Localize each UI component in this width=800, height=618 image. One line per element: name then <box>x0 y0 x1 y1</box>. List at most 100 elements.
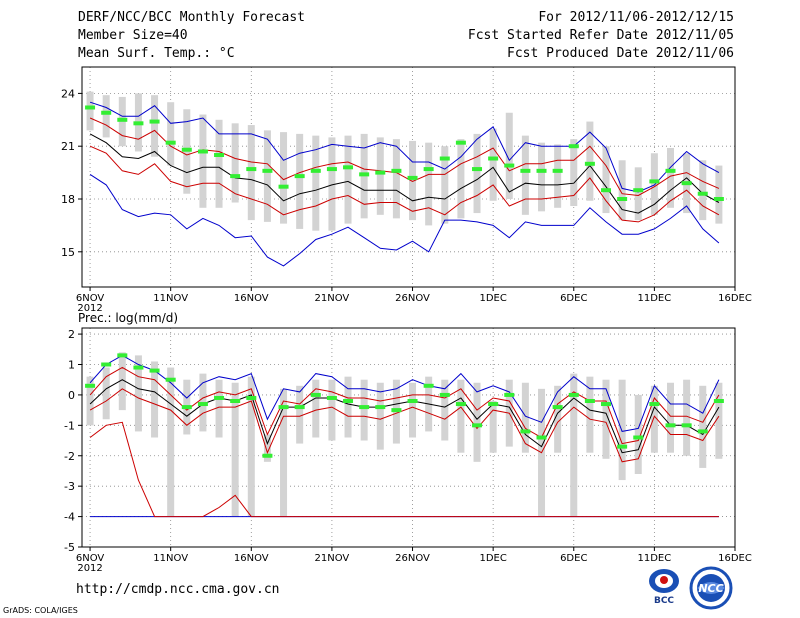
spread-bar-1-33 <box>618 379 626 481</box>
marker-1-17 <box>359 405 370 410</box>
spread-bar-0-31 <box>586 121 594 201</box>
spread-bar-0-15 <box>328 137 336 231</box>
x-tick-label-1-4: 26NOV <box>395 553 430 564</box>
x-tick-label-1-5: 1DEC <box>479 553 506 564</box>
marker-0-13 <box>294 174 305 179</box>
marker-0-17 <box>359 172 370 177</box>
marker-0-8 <box>214 153 225 157</box>
marker-1-19 <box>391 408 402 413</box>
marker-0-7 <box>197 149 208 154</box>
spread-bar-1-20 <box>409 382 417 438</box>
spread-bar-1-29 <box>554 385 562 453</box>
spread-bar-1-24 <box>473 382 481 462</box>
spread-bar-0-5 <box>167 102 175 166</box>
marker-0-27 <box>520 168 531 173</box>
spread-bar-0-19 <box>392 139 400 219</box>
spread-bar-0-23 <box>457 139 465 219</box>
spread-bar-1-14 <box>312 379 320 438</box>
x-tick-label-0-1: 11NOV <box>153 293 188 304</box>
y-tick-label-1-4: -1 <box>64 419 75 432</box>
marker-0-31 <box>584 161 595 166</box>
spread-bar-0-7 <box>199 114 207 208</box>
spread-bar-0-35 <box>650 153 658 215</box>
marker-1-14 <box>310 392 321 397</box>
marker-1-3 <box>133 365 144 370</box>
marker-0-1 <box>101 110 112 115</box>
y-tick-label-1-7: 2 <box>68 328 75 341</box>
series-inner-bottom-0 <box>89 145 720 223</box>
spread-bar-1-18 <box>376 382 384 450</box>
spread-bar-1-0 <box>86 376 94 426</box>
spread-bar-1-3 <box>134 355 142 432</box>
marker-0-30 <box>568 144 579 149</box>
marker-0-22 <box>439 156 450 161</box>
marker-0-20 <box>407 175 418 180</box>
marker-0-18 <box>375 170 386 175</box>
marker-1-11 <box>262 453 273 458</box>
spread-bar-1-25 <box>489 401 497 453</box>
marker-0-3 <box>133 121 144 126</box>
footer-url[interactable]: http://cmdp.ncc.cma.gov.cn <box>76 582 280 597</box>
y-tick-label-0-1: 18 <box>61 193 75 206</box>
spread-bar-0-22 <box>441 146 449 224</box>
marker-0-0 <box>85 105 96 110</box>
spread-bar-1-22 <box>441 379 449 441</box>
marker-1-32 <box>601 402 612 407</box>
member-size: Member Size=40 <box>78 28 188 43</box>
marker-0-34 <box>633 188 644 193</box>
marker-0-28 <box>536 168 547 173</box>
y-tick-label-1-1: -4 <box>64 511 75 524</box>
y-tick-label-1-5: 0 <box>68 389 75 402</box>
plot-frame-1 <box>81 327 736 548</box>
marker-0-36 <box>665 168 676 173</box>
spread-bar-0-0 <box>86 91 94 131</box>
x-tick-label-0-2: 16NOV <box>234 293 269 304</box>
plot-frame-0 <box>81 66 736 288</box>
spread-bar-1-15 <box>328 379 336 441</box>
series-inner-top-0 <box>89 117 720 197</box>
marker-1-34 <box>633 435 644 440</box>
marker-1-5 <box>165 377 176 382</box>
marker-1-23 <box>455 402 466 407</box>
y-tick-label-1-3: -2 <box>64 450 75 463</box>
spread-bar-1-23 <box>457 379 465 453</box>
marker-1-2 <box>117 353 128 358</box>
spread-bar-0-11 <box>263 130 271 222</box>
marker-1-39 <box>713 399 724 403</box>
x-tick-label-0-6: 6DEC <box>560 293 587 304</box>
series-outer-bottom-1 <box>89 421 719 518</box>
x-tick-label-1-2: 16NOV <box>234 553 269 564</box>
grads-credit: GrADS: COLA/IGES <box>3 606 78 615</box>
marker-0-6 <box>181 147 192 152</box>
marker-0-16 <box>343 165 354 170</box>
spread-bar-1-9 <box>231 382 239 517</box>
spread-bar-0-4 <box>151 95 159 157</box>
spread-bar-1-31 <box>586 376 594 453</box>
marker-0-33 <box>617 197 628 201</box>
marker-0-14 <box>310 168 321 173</box>
ncc-logo-text: NCC <box>698 582 723 595</box>
spread-bar-0-33 <box>618 160 626 221</box>
marker-0-24 <box>472 167 483 172</box>
spread-bar-0-12 <box>280 132 288 224</box>
spread-bar-0-13 <box>296 133 304 229</box>
spread-bar-1-2 <box>118 352 126 411</box>
x-tick-label-0-4: 26NOV <box>395 293 430 304</box>
spread-bar-1-27 <box>521 382 529 453</box>
marker-1-18 <box>375 405 386 410</box>
spread-bar-1-12 <box>280 388 288 517</box>
y-tick-label-1-0: -5 <box>64 541 75 554</box>
marker-1-35 <box>649 402 660 407</box>
variable-label: Mean Surf. Temp.: °C <box>78 46 235 61</box>
spread-bar-1-34 <box>634 394 642 474</box>
spread-bar-1-39 <box>715 382 723 459</box>
marker-1-12 <box>278 405 289 410</box>
spread-bar-0-24 <box>473 133 481 214</box>
marker-0-21 <box>423 167 434 172</box>
marker-0-11 <box>262 168 273 173</box>
marker-0-9 <box>230 174 241 179</box>
series-inner-top-1 <box>89 366 720 445</box>
marker-0-32 <box>601 188 612 193</box>
marker-1-7 <box>197 402 208 407</box>
